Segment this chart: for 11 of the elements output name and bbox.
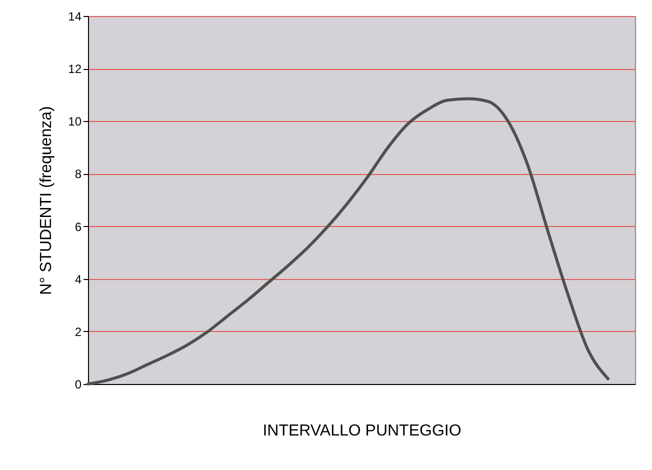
y-tick-label: 2 [74,324,82,339]
y-axis-title: N° STUDENTI (frequenza) [38,106,56,295]
y-tick-label: 8 [74,167,82,182]
y-tick-label: 6 [74,220,82,234]
y-tick-label: 10 [68,114,82,129]
y-tick-label: 14 [68,10,82,24]
y-tick-label: 4 [74,272,82,286]
y-tick-label: 0 [74,378,82,392]
x-axis-title: INTERVALLO PUNTEGGIO [262,422,462,440]
line-series [86,97,610,386]
y-tick-label: 12 [68,62,82,76]
